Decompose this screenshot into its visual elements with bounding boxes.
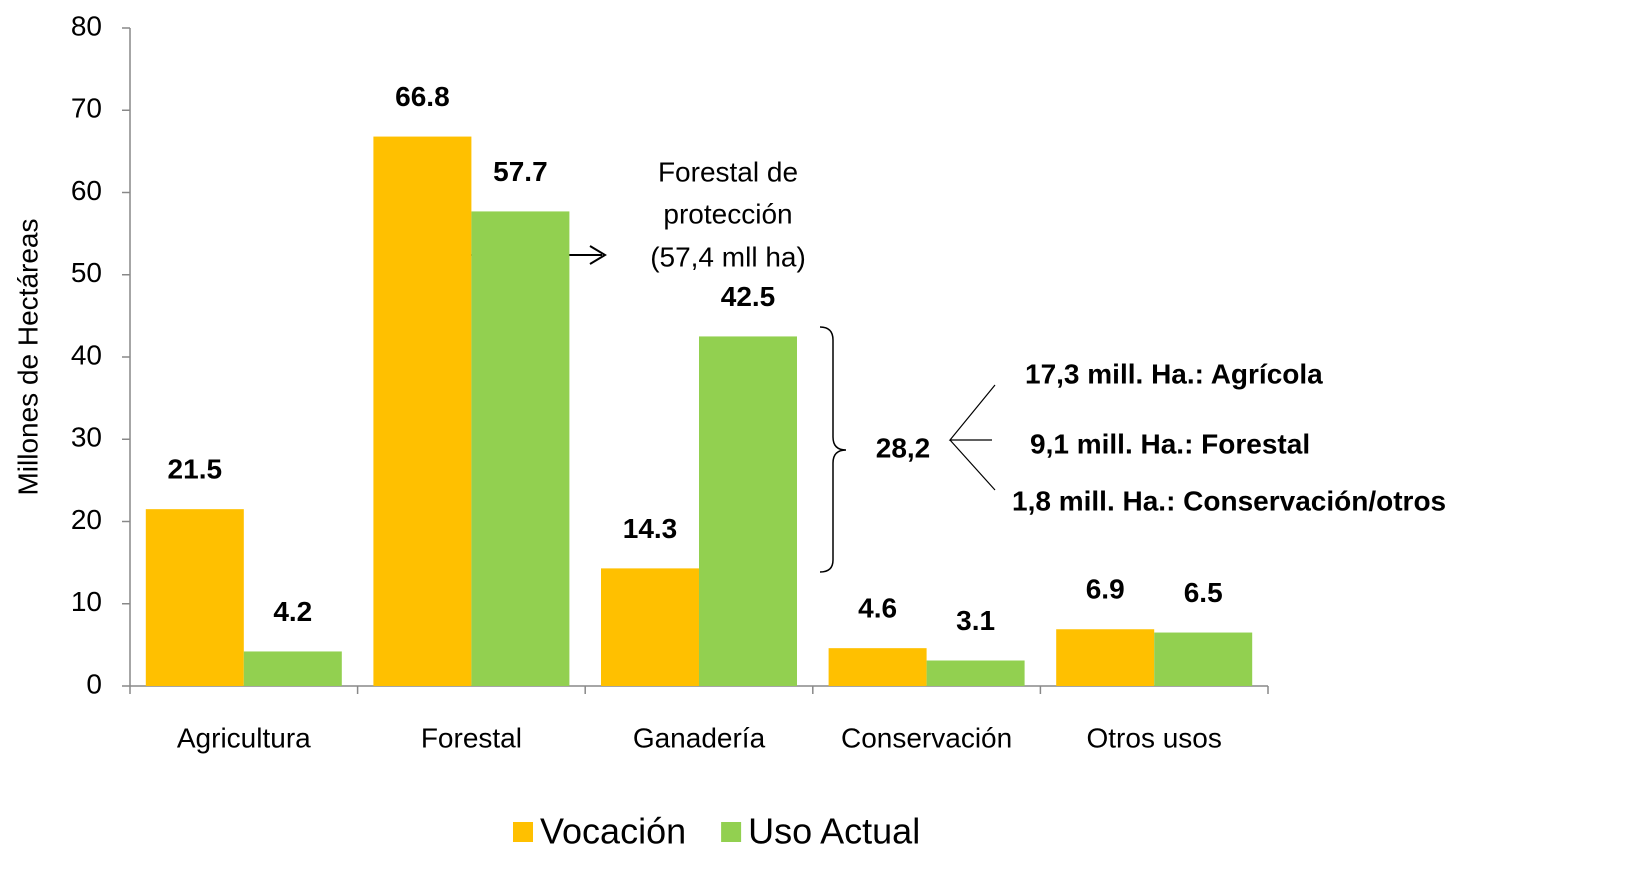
y-tick-label: 80	[71, 10, 102, 41]
bar	[601, 568, 699, 686]
annotation: protección	[663, 198, 792, 229]
bar	[243, 651, 342, 686]
annotation: Forestal de	[658, 156, 798, 187]
annotation: 17,3 mill. Ha.: Agrícola	[1025, 358, 1323, 389]
x-tick-label: Ganadería	[633, 722, 766, 753]
y-tick-label: 10	[71, 586, 102, 617]
y-tick-label: 70	[71, 93, 102, 124]
x-tick-label: Conservación	[841, 722, 1012, 753]
legend-swatch	[513, 822, 533, 842]
value-label: 6.9	[1086, 574, 1125, 605]
x-tick-label: Agricultura	[177, 722, 311, 753]
annotation: 1,8 mill. Ha.: Conservación/otros	[1012, 485, 1446, 516]
brace	[819, 326, 847, 573]
x-tick-label: Forestal	[421, 722, 522, 753]
y-axis-label: Millones de Hectáreas	[12, 218, 43, 495]
bar	[471, 211, 570, 687]
arrow-head	[589, 245, 607, 265]
legend-label: Vocación	[540, 811, 686, 852]
value-label: 4.6	[858, 593, 897, 624]
value-label: 3.1	[956, 605, 995, 636]
value-label: 6.5	[1184, 577, 1223, 608]
x-tick-label: Otros usos	[1087, 722, 1222, 753]
annotation: 9,1 mill. Ha.: Forestal	[1030, 428, 1310, 459]
annotation: 28,2	[876, 432, 931, 463]
value-label: 42.5	[721, 281, 776, 312]
y-tick-label: 40	[71, 339, 102, 370]
split-lines	[949, 439, 996, 491]
bar	[926, 660, 1025, 686]
y-tick-label: 30	[71, 422, 102, 453]
y-tick-label: 50	[71, 257, 102, 288]
bar	[1056, 629, 1155, 686]
bar	[145, 509, 244, 686]
bar	[373, 136, 472, 686]
y-tick-label: 0	[86, 668, 102, 699]
split-lines	[948, 384, 996, 441]
y-tick-label: 60	[71, 175, 102, 206]
legend-label: Uso Actual	[748, 811, 920, 852]
value-label: 21.5	[168, 454, 223, 485]
bar	[699, 336, 797, 686]
legend-swatch	[721, 822, 742, 842]
value-label: 14.3	[623, 513, 678, 544]
bar	[1154, 632, 1253, 686]
bar	[828, 648, 927, 686]
annotation: (57,4 mll ha)	[650, 241, 806, 272]
y-tick-label: 20	[71, 504, 102, 535]
value-label: 66.8	[395, 81, 450, 112]
value-label: 4.2	[273, 596, 312, 627]
value-label: 57.7	[493, 156, 548, 187]
